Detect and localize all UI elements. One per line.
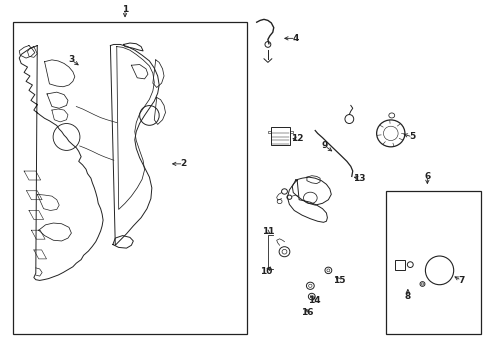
Text: 14: 14 <box>307 296 320 305</box>
Text: 8: 8 <box>404 292 410 301</box>
Bar <box>271 127 289 145</box>
Text: 4: 4 <box>292 34 298 43</box>
Text: 12: 12 <box>290 134 303 143</box>
Text: 13: 13 <box>352 174 365 183</box>
Text: 16: 16 <box>300 308 312 317</box>
Bar <box>394 260 405 270</box>
Text: 7: 7 <box>457 276 464 285</box>
Text: 9: 9 <box>321 141 327 150</box>
Bar <box>13 22 246 334</box>
Text: 15: 15 <box>333 276 345 285</box>
Text: 6: 6 <box>424 172 429 181</box>
Text: 11: 11 <box>261 228 274 237</box>
Text: 10: 10 <box>260 267 272 276</box>
Text: 3: 3 <box>68 55 74 64</box>
Text: 2: 2 <box>180 159 186 168</box>
Text: 1: 1 <box>122 5 128 14</box>
Bar <box>385 191 480 334</box>
Text: 5: 5 <box>409 132 415 141</box>
